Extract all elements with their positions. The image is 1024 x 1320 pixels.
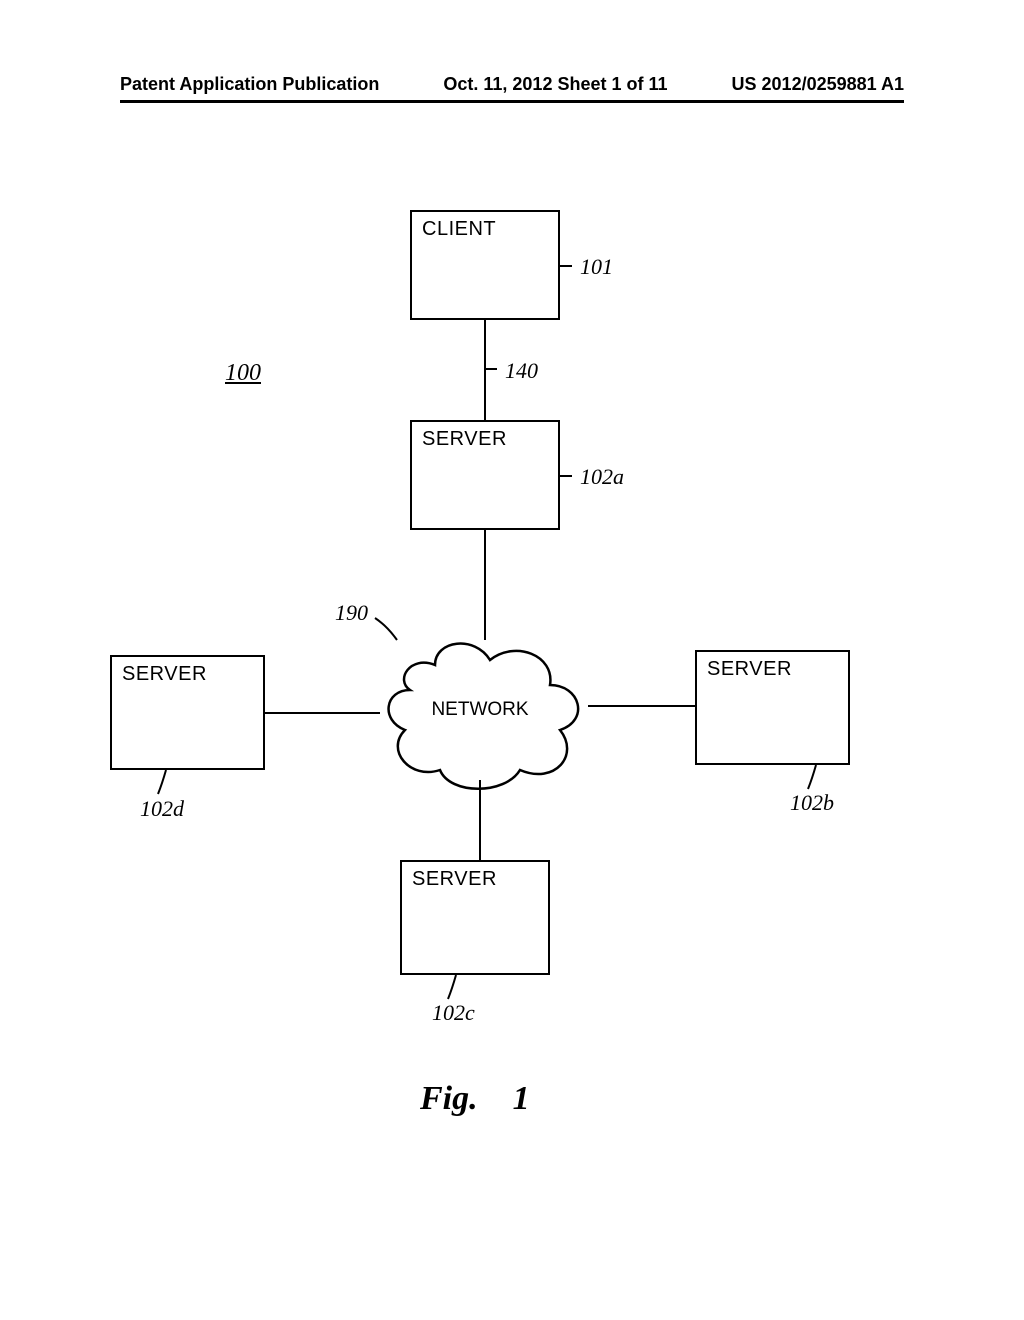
- edge-client-servera: [484, 320, 486, 420]
- ref-tick: [560, 265, 572, 267]
- network-label: NETWORK: [431, 699, 528, 721]
- server-a-box: SERVER: [410, 420, 560, 530]
- network-cloud: NETWORK: [365, 630, 595, 790]
- edge-ref-140: 140: [505, 358, 538, 384]
- figure-number: 1: [513, 1080, 530, 1117]
- server-d-label: SERVER: [112, 663, 263, 686]
- leader-line: [448, 975, 466, 999]
- figure-prefix: Fig.: [420, 1080, 478, 1117]
- network-ref: 190: [335, 600, 368, 626]
- header-right: US 2012/0259881 A1: [732, 74, 904, 95]
- header-rule: [120, 100, 904, 103]
- server-b-ref: 102b: [790, 790, 834, 816]
- leader-line: [375, 618, 393, 642]
- page-header: Patent Application Publication Oct. 11, …: [0, 74, 1024, 95]
- server-d-ref: 102d: [140, 796, 184, 822]
- server-c-ref: 102c: [432, 1000, 475, 1026]
- edge-network-serverb: [588, 705, 695, 707]
- page: Patent Application Publication Oct. 11, …: [0, 0, 1024, 1320]
- network-diagram: 100 CLIENT 101 140 SERVER 102a NETWORK 1…: [0, 180, 1024, 1180]
- client-label: CLIENT: [412, 218, 558, 241]
- server-b-box: SERVER: [695, 650, 850, 765]
- server-c-box: SERVER: [400, 860, 550, 975]
- server-a-label: SERVER: [412, 428, 558, 451]
- header-center: Oct. 11, 2012 Sheet 1 of 11: [443, 74, 667, 95]
- system-ref: 100: [225, 360, 261, 387]
- edge-network-serverc: [479, 780, 481, 860]
- leader-line: [808, 765, 826, 789]
- client-box: CLIENT: [410, 210, 560, 320]
- edge-network-serverd: [265, 712, 380, 714]
- server-a-ref: 102a: [580, 464, 624, 490]
- server-b-label: SERVER: [697, 658, 848, 681]
- figure-caption: Fig. 1: [420, 1080, 530, 1118]
- server-d-box: SERVER: [110, 655, 265, 770]
- client-ref: 101: [580, 254, 613, 280]
- edge-servera-network: [484, 530, 486, 640]
- ref-tick: [560, 475, 572, 477]
- ref-tick: [485, 368, 497, 370]
- leader-line: [158, 770, 176, 794]
- server-c-label: SERVER: [402, 868, 548, 891]
- header-left: Patent Application Publication: [120, 74, 379, 95]
